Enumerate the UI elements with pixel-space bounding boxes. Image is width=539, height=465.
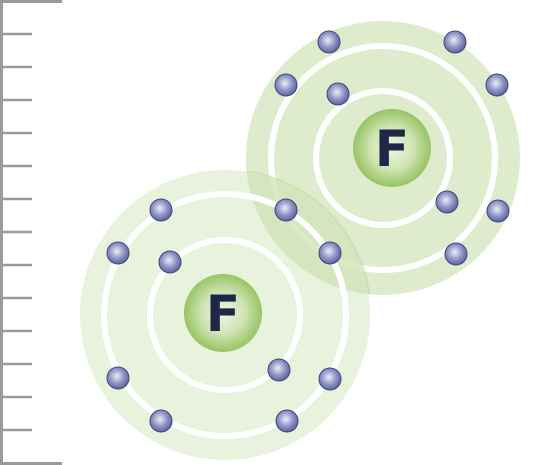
- electron-right-outer-4: [485, 73, 509, 97]
- electron-right-outer-6: [444, 242, 468, 266]
- electron-left-outer-6: [318, 367, 342, 391]
- nucleus: [184, 274, 262, 352]
- outer-shell-ring: [268, 43, 498, 273]
- electron-left-outer-2: [106, 241, 130, 265]
- nucleus: [353, 109, 431, 187]
- inner-shell-ring: [147, 237, 303, 393]
- outer-shell-ring: [101, 191, 349, 439]
- electron-left-inner-2: [267, 358, 291, 382]
- electron-left-outer-1: [149, 198, 173, 222]
- electron-left-outer-3: [106, 366, 130, 390]
- electron-shared-2: [318, 241, 342, 265]
- electron-left-outer-4: [149, 409, 173, 433]
- fluorine-atom-left: F: [80, 170, 370, 460]
- element-symbol: F: [375, 120, 409, 178]
- electron-right-outer-2: [443, 30, 467, 54]
- ruler-scale: [0, 0, 62, 465]
- electron-shared-1: [274, 198, 298, 222]
- inner-shell-ring: [313, 88, 453, 228]
- element-symbol: F: [206, 285, 240, 343]
- electrons: [106, 30, 510, 433]
- electron-right-outer-1: [317, 30, 341, 54]
- electron-right-inner-2: [435, 190, 459, 214]
- electron-right-inner-1: [326, 82, 350, 106]
- electron-left-inner-1: [158, 250, 182, 274]
- electron-left-outer-5: [275, 409, 299, 433]
- electron-right-outer-5: [486, 199, 510, 223]
- electron-right-outer-3: [274, 73, 298, 97]
